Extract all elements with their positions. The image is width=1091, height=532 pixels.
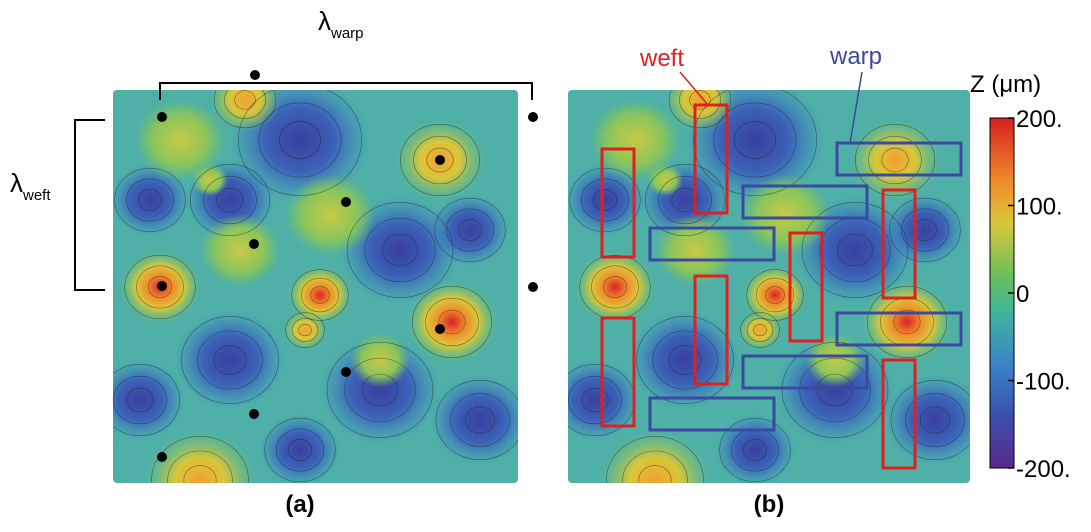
surface-blob (850, 120, 940, 201)
colorbar-ticks: 200. 100. 0 -100. -200. (1008, 106, 1071, 483)
figure: λwarp λweft weft warp (a) (b) Z (μm) 200… (0, 0, 1091, 527)
surface-blob (550, 360, 640, 441)
weft-bracket (75, 120, 105, 290)
surface-blob (575, 251, 655, 323)
warp-period-label: λwarp (318, 6, 364, 42)
surface-blob (885, 194, 965, 266)
surface-blob (285, 175, 375, 256)
marker-dot (341, 367, 351, 377)
marker-dot (249, 409, 259, 419)
panel-label: (b) (754, 491, 785, 518)
marker-dot (528, 112, 538, 122)
surface-blob (885, 375, 985, 465)
surface-blob (407, 282, 497, 363)
marker-dot (249, 239, 259, 249)
weft-label: weft (639, 45, 684, 72)
surface-blob (350, 333, 410, 387)
surface-blob (200, 214, 280, 286)
surface-blob (715, 414, 795, 486)
surface-blob (862, 282, 952, 363)
surface-blob (175, 311, 285, 410)
marker-dot (435, 155, 445, 165)
marker-dot (157, 452, 167, 462)
surface-blob (647, 164, 683, 196)
surface-blob (145, 431, 255, 528)
marker-dot (157, 112, 167, 122)
colorbar-title: Z (μm) (970, 71, 1041, 98)
surface-blob (288, 266, 352, 324)
surface-blob (430, 194, 510, 266)
marker-dot (250, 70, 260, 80)
marker-dot (528, 282, 538, 292)
marker-dot (341, 197, 351, 207)
surface-map (550, 69, 985, 528)
panel-label: (a) (285, 491, 314, 518)
surface-blob (210, 69, 280, 132)
colorbar-tick-label: 200. (1016, 106, 1063, 133)
colorbar-tick-label: -200. (1016, 456, 1071, 483)
marker-dot (157, 281, 167, 291)
surface-blob (630, 311, 740, 410)
warp-label: warp (829, 43, 882, 70)
surface-blob (665, 69, 735, 132)
surface-blob (430, 375, 530, 465)
colorbar-tick-label: 100. (1016, 194, 1063, 221)
colorbar-tick-label: -100. (1016, 369, 1071, 396)
marker-dot (435, 324, 445, 334)
surface-blob (95, 360, 185, 441)
colorbar-tick-label: 0 (1016, 281, 1029, 308)
weft-period-label: λweft (10, 168, 51, 204)
surface-blob (260, 414, 340, 486)
surface-blob (192, 164, 228, 196)
surface-blob (600, 431, 710, 528)
surface-blob (743, 266, 807, 324)
